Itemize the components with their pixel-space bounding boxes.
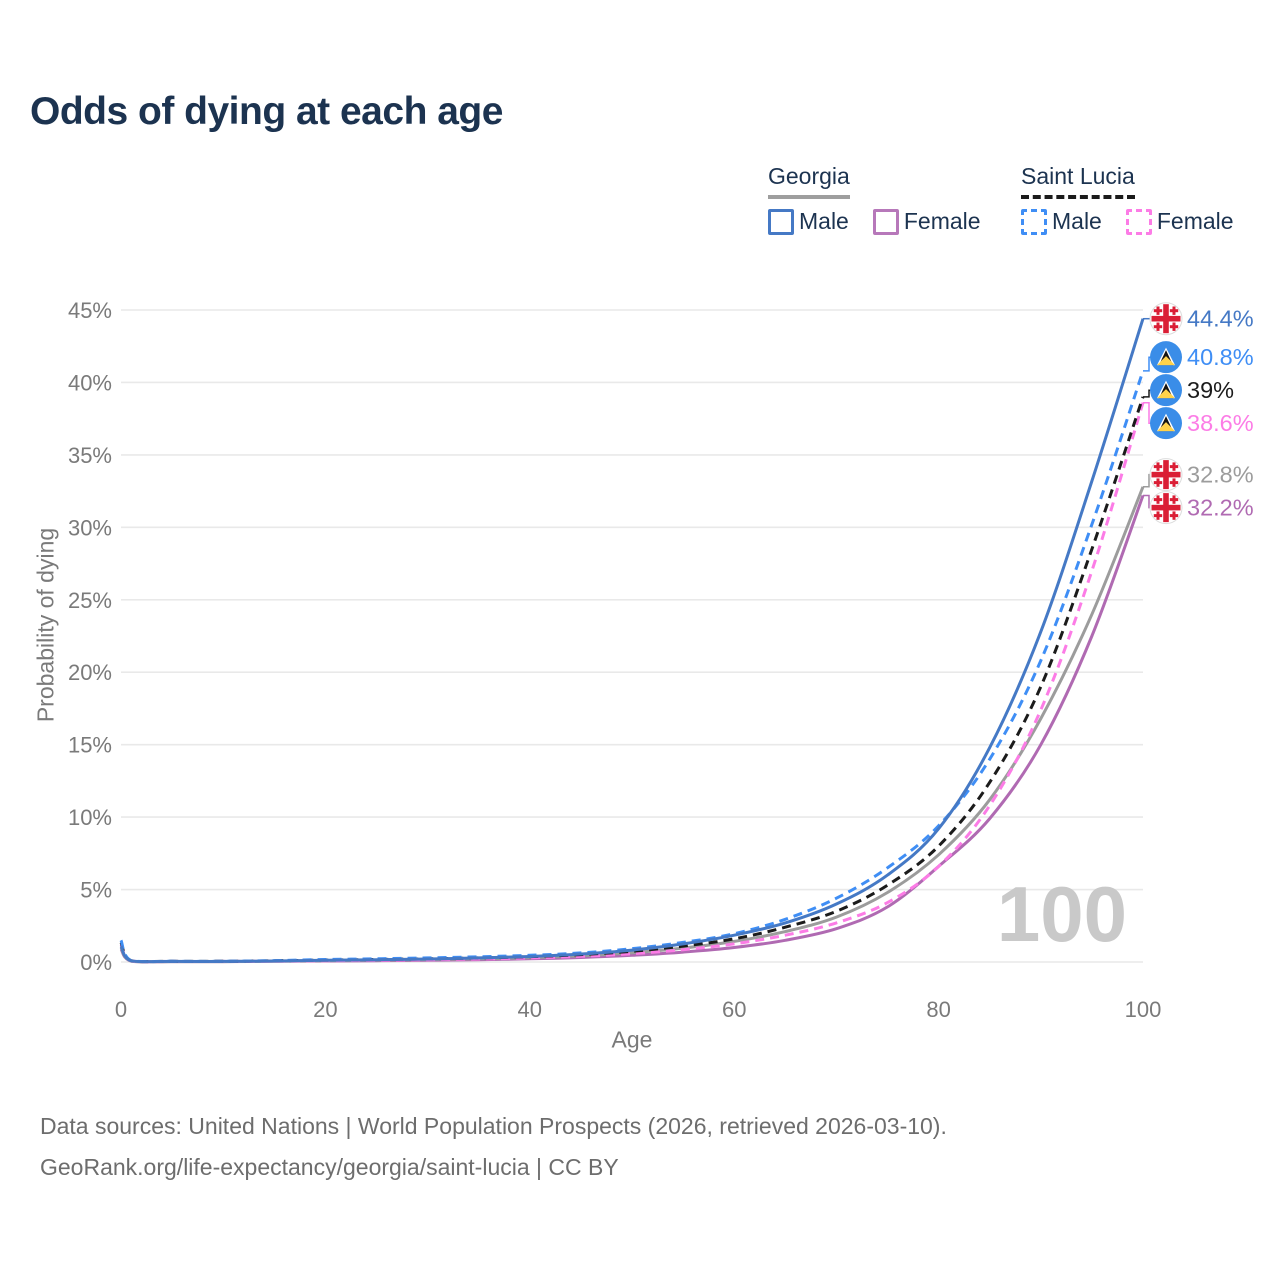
series-line-georgia-male <box>119 318 1145 964</box>
x-tick-label: 20 <box>313 997 337 1022</box>
y-axis-tick-labels: 0% 5% 10% 15% 20% 25% 30% 35% 40% 45% <box>68 298 112 975</box>
x-tick-label: 80 <box>926 997 950 1022</box>
y-tick-label: 30% <box>68 515 112 540</box>
y-tick-label: 5% <box>80 878 112 903</box>
legend-item-georgia-female[interactable]: Female <box>872 208 981 235</box>
legend-item-label: Female <box>903 208 981 234</box>
legend-group-georgia: Georgia Male Female <box>768 163 981 235</box>
y-tick-label: 0% <box>80 950 112 975</box>
legend-country-georgia: Georgia <box>768 163 850 199</box>
legend-item-label: Male <box>799 208 849 234</box>
saint-lucia-flag-icon <box>1150 374 1182 407</box>
saint-lucia-female-swatch-icon <box>1125 208 1152 235</box>
georgia-flag-icon <box>1149 458 1183 492</box>
legend-item-saint-lucia-female[interactable]: Female <box>1125 208 1234 235</box>
footer-data-sources: Data sources: United Nations | World Pop… <box>40 1113 947 1139</box>
series-lines <box>119 318 1145 964</box>
legend-item-label: Male <box>1052 208 1102 234</box>
x-tick-label: 100 <box>1125 997 1162 1022</box>
x-axis-tick-labels: 0 20 40 60 80 100 <box>115 997 1161 1022</box>
series-line-georgia-female <box>119 494 1145 964</box>
legend-item-label: Female <box>1156 208 1234 234</box>
legend-country-saint-lucia: Saint Lucia <box>1021 163 1135 199</box>
series-end-value: 40.8% <box>1187 344 1254 370</box>
y-tick-label: 20% <box>68 660 112 685</box>
series-line-saint-lucia-both-sexes <box>119 396 1145 964</box>
series-end-value: 32.8% <box>1187 462 1254 488</box>
footer-attribution: GeoRank.org/life-expectancy/georgia/sain… <box>40 1154 619 1180</box>
page-title: Odds of dying at each age <box>30 90 503 133</box>
legend-item-georgia-male[interactable]: Male <box>768 208 849 235</box>
georgia-flag-icon <box>1149 302 1183 336</box>
y-axis-title: Probability of dying <box>32 527 59 723</box>
georgia-male-swatch-icon <box>768 208 794 235</box>
series-end-value: 32.2% <box>1187 495 1254 521</box>
series-line-georgia-both-sexes <box>119 486 1145 964</box>
series-end-value: 39% <box>1187 377 1234 403</box>
series-end-value: 38.6% <box>1187 410 1254 436</box>
series-end-labels: 44.4% 40.8% 39% 38.6% 32.8% 32.2% <box>1143 302 1254 525</box>
gridlines <box>121 309 1143 963</box>
saint-lucia-male-swatch-icon <box>1021 208 1047 235</box>
saint-lucia-flag-icon <box>1150 407 1182 440</box>
legend-row-saint-lucia: Male Female <box>1021 208 1234 235</box>
x-tick-label: 40 <box>518 997 542 1022</box>
y-tick-label: 45% <box>68 298 112 323</box>
series-line-saint-lucia-male <box>119 370 1145 964</box>
georgia-female-swatch-icon <box>872 208 899 235</box>
legend-group-saint-lucia: Saint Lucia Male Female <box>1021 163 1234 235</box>
legend-item-saint-lucia-male[interactable]: Male <box>1021 208 1102 235</box>
series-line-saint-lucia-female <box>119 402 1145 964</box>
x-tick-label: 60 <box>722 997 746 1022</box>
x-axis-title: Age <box>611 1026 653 1053</box>
y-tick-label: 25% <box>68 588 112 613</box>
georgia-flag-icon <box>1149 491 1183 525</box>
y-tick-label: 40% <box>68 370 112 395</box>
footer: Data sources: United Nations | World Pop… <box>40 1106 947 1188</box>
saint-lucia-flag-icon <box>1150 341 1182 374</box>
series-end-value: 44.4% <box>1187 306 1254 332</box>
age-counter-watermark: 100 <box>997 870 1127 958</box>
legend-row-georgia: Male Female <box>768 208 981 235</box>
y-tick-label: 15% <box>68 733 112 758</box>
y-tick-label: 10% <box>68 805 112 830</box>
x-tick-label: 0 <box>115 997 127 1022</box>
y-tick-label: 35% <box>68 443 112 468</box>
